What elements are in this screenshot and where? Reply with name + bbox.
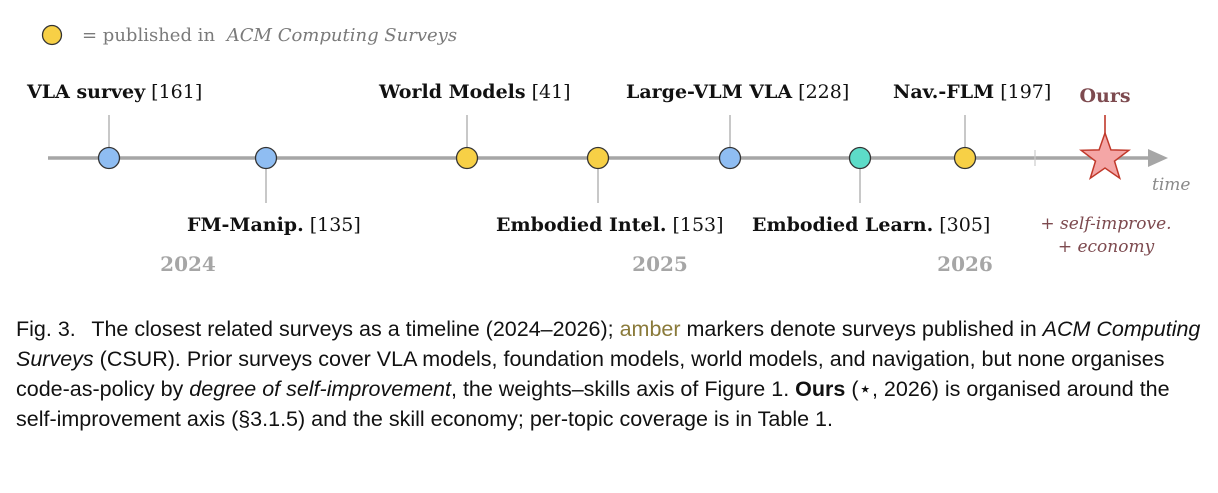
caption-part-1: The closest related surveys as a timelin… xyxy=(91,317,614,341)
caption-amber-word: amber xyxy=(619,317,681,341)
caption-part-3: (CSUR). Prior surveys cover VLA models, … xyxy=(16,347,1165,401)
axis-arrowhead xyxy=(1148,149,1168,167)
caption-part-2: markers denote surveys published in xyxy=(686,317,1037,341)
figure-caption: Fig. 3. The closest related surveys as a… xyxy=(16,314,1208,434)
event-marker-fm-manip xyxy=(254,146,278,170)
caption-ours: Ours xyxy=(795,377,846,401)
axis-time-label: time xyxy=(1152,175,1190,195)
event-label-nav-flm: Nav.-FLM [197] xyxy=(893,81,1051,103)
event-marker-large-vlm-vla xyxy=(718,146,742,170)
event-marker-embodied-intel xyxy=(586,146,610,170)
event-marker-embodied-learn xyxy=(848,146,872,170)
timeline-svg: = published in ACM Computing Surveys tim… xyxy=(26,24,1190,276)
year-label-2025: 2025 xyxy=(632,252,688,276)
legend-venue: ACM Computing Surveys xyxy=(225,25,457,46)
event-label-embodied-learn: Embodied Learn. [305] xyxy=(752,214,990,236)
event-label-embodied-intel: Embodied Intel. [153] xyxy=(496,214,724,236)
event-label-vla-survey: VLA survey [161] xyxy=(26,81,202,103)
ours-label: Ours xyxy=(1079,85,1130,107)
event-labels: VLA survey [161] FM-Manip. [135] World Mod… xyxy=(26,81,1051,236)
caption-degree: degree of self-improvement xyxy=(189,377,451,401)
event-label-fm-manip: FM-Manip. [135] xyxy=(187,214,361,236)
ours-note-self-improve: + self-improve. xyxy=(1040,214,1171,234)
ours-note-economy: + economy xyxy=(1058,237,1155,257)
year-label-2024: 2024 xyxy=(160,252,216,276)
event-marker-world-models xyxy=(455,146,479,170)
caption-part-4: , the weights–skills axis of Figure 1. xyxy=(451,377,790,401)
year-label-2026: 2026 xyxy=(937,252,993,276)
timeline-figure: = published in ACM Computing Surveys tim… xyxy=(26,24,1190,276)
event-marker-nav-flm xyxy=(953,146,977,170)
event-markers xyxy=(97,146,977,170)
legend-marker xyxy=(41,24,63,46)
caption-part-5: (⋆, 2026) is organised around the self-i… xyxy=(16,377,1170,431)
event-label-large-vlm-vla: Large-VLM VLA [228] xyxy=(626,81,849,103)
ours-star-icon xyxy=(1079,130,1131,181)
legend-text: = published in ACM Computing Surveys xyxy=(82,25,457,46)
caption-fig-number: Fig. 3. xyxy=(16,317,76,341)
caption-venue: ACM Computing Surveys xyxy=(16,317,1201,371)
event-label-world-models: World Models [41] xyxy=(378,81,571,103)
event-marker-vla-survey xyxy=(97,146,121,170)
legend-equals: = published in xyxy=(82,25,215,46)
